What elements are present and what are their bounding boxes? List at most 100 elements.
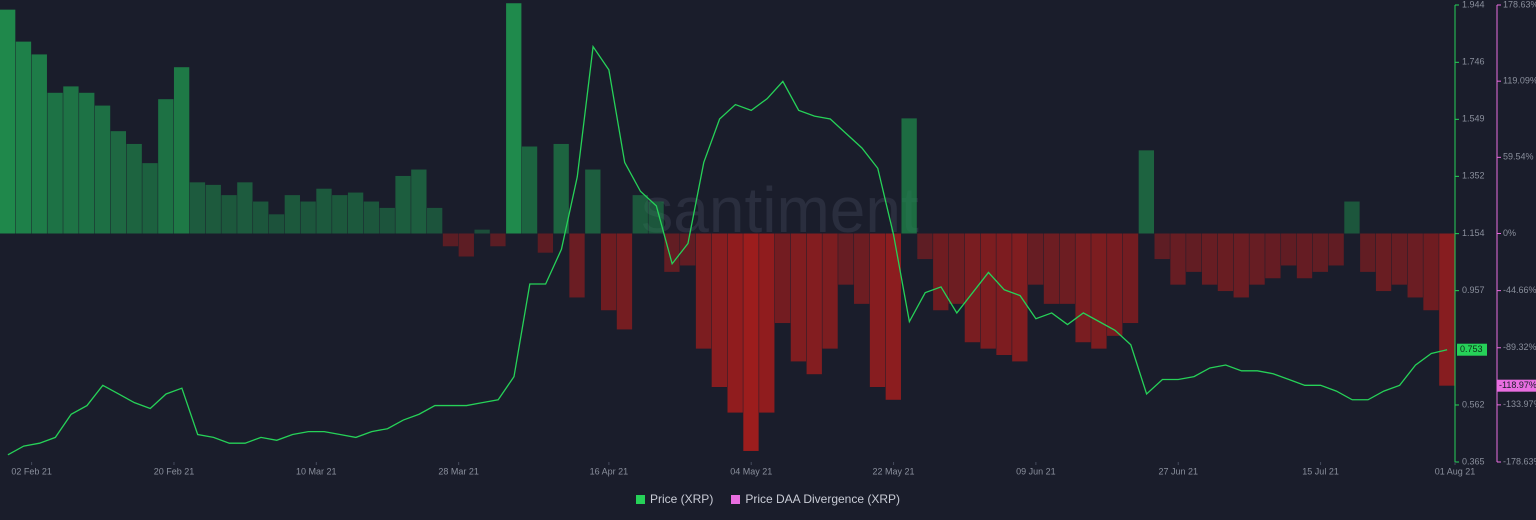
divergence-bar (521, 146, 538, 234)
y2-tick-label: -133.97% (1503, 399, 1536, 409)
legend-item[interactable]: Price (XRP) (635, 492, 713, 506)
divergence-bar (1138, 150, 1155, 234)
divergence-bar (790, 233, 807, 362)
divergence-bar (1312, 233, 1328, 272)
divergence-bar (1233, 233, 1249, 298)
divergence-bar (806, 233, 822, 375)
divergence-bar (616, 233, 633, 330)
divergence-bar (284, 195, 300, 234)
y-tick-label: 0.562 (1462, 399, 1485, 409)
divergence-bar (110, 131, 127, 234)
y-tick-label: 1.944 (1462, 0, 1485, 9)
divergence-bar (1201, 233, 1218, 285)
divergence-bar (774, 233, 791, 324)
divergence-bar (1328, 233, 1344, 266)
divergence-bar (933, 233, 949, 311)
y2-tick-label: 119.09% (1503, 76, 1536, 86)
divergence-bar (427, 207, 443, 234)
x-tick-label: 16 Apr 21 (590, 466, 629, 476)
divergence-bar (142, 163, 158, 234)
divergence-bar (316, 188, 332, 234)
divergence-bar (600, 233, 617, 311)
x-tick-label: 01 Aug 21 (1435, 466, 1476, 476)
x-tick-label: 27 Jun 21 (1158, 466, 1198, 476)
divergence-bar (1107, 233, 1123, 336)
divergence-bar (31, 54, 47, 234)
y-tick-label: 1.746 (1462, 57, 1485, 67)
divergence-bar (632, 195, 648, 234)
divergence-bar (1407, 233, 1423, 298)
divergence-bar (1344, 201, 1360, 234)
x-tick-label: 28 Mar 21 (438, 466, 479, 476)
divergence-bar (268, 214, 285, 234)
divergence-bar (395, 175, 411, 234)
divergence-bar (347, 192, 364, 234)
legend-label: Price DAA Divergence (XRP) (745, 492, 901, 506)
divergence-bar (442, 233, 459, 247)
divergence-bar (94, 105, 111, 234)
divergence-bar (711, 233, 727, 388)
divergence-bar (300, 201, 316, 234)
divergence-bar (901, 118, 917, 234)
divergence-bar (1375, 233, 1392, 292)
x-tick-label: 09 Jun 21 (1016, 466, 1056, 476)
divergence-bar (822, 233, 838, 349)
divergence-bar (648, 201, 664, 234)
price-line (7, 44, 1448, 456)
legend-item[interactable]: Price DAA Divergence (XRP) (731, 492, 900, 506)
divergence-bar (1391, 233, 1408, 285)
divergence-bar (854, 233, 870, 304)
divergence-bar (1360, 233, 1376, 272)
x-tick-label: 02 Feb 21 (11, 466, 52, 476)
divergence-bars (0, 3, 1455, 451)
divergence-bar (79, 92, 95, 234)
divergence-bar (332, 195, 348, 234)
divergence-bar (1091, 233, 1107, 349)
divergence-bar (1439, 233, 1455, 386)
divergence-bar (1186, 233, 1202, 272)
price-last-value: 0.753 (1460, 344, 1483, 354)
divergence-bar (1423, 233, 1439, 311)
divergence-bar (458, 233, 474, 257)
divergence-bar (1296, 233, 1313, 279)
divergence-bar (1122, 233, 1139, 324)
divergence-bar (1281, 233, 1297, 266)
price-last-value-bg (1457, 343, 1487, 356)
legend-swatch (731, 494, 741, 504)
divergence-bar (363, 201, 380, 234)
divergence-bar (1249, 233, 1265, 285)
divergence-bar (47, 92, 63, 234)
x-tick-label: 20 Feb 21 (154, 466, 195, 476)
divergence-bar (237, 182, 253, 234)
divergence-bar (253, 201, 269, 234)
divergence-bar (1043, 233, 1060, 304)
y2-tick-label: 59.54% (1503, 152, 1534, 162)
x-tick-label: 10 Mar 21 (296, 466, 337, 476)
divergence-bar (126, 143, 142, 234)
divergence-bar (506, 3, 522, 234)
divergence-bar (158, 99, 174, 234)
divergence-bar (695, 233, 712, 349)
divergence-bar (585, 169, 601, 234)
divergence-bar (15, 41, 32, 234)
divergence-bar (474, 229, 490, 234)
price-line-group (7, 44, 1448, 456)
divergence-bar (1012, 233, 1028, 362)
divergence-bar (1154, 233, 1170, 260)
divergence-bar (0, 9, 16, 234)
divergence-bar (964, 233, 981, 343)
y-tick-label: 0.365 (1462, 456, 1485, 466)
y-tick-label: 1.352 (1462, 171, 1485, 181)
x-tick-label: 15 Jul 21 (1302, 466, 1339, 476)
divergence-bar (379, 207, 395, 234)
y2-tick-label: -178.63% (1503, 456, 1536, 466)
x-tick-label: 22 May 21 (873, 466, 915, 476)
divergence-bar (664, 233, 680, 272)
divergence-bar (1170, 233, 1186, 285)
y-tick-label: 1.154 (1462, 228, 1485, 238)
divergence-bar (838, 233, 854, 285)
divergence-last-value: -118.97% (1499, 380, 1536, 390)
y2-tick-label: -89.32% (1503, 342, 1536, 352)
